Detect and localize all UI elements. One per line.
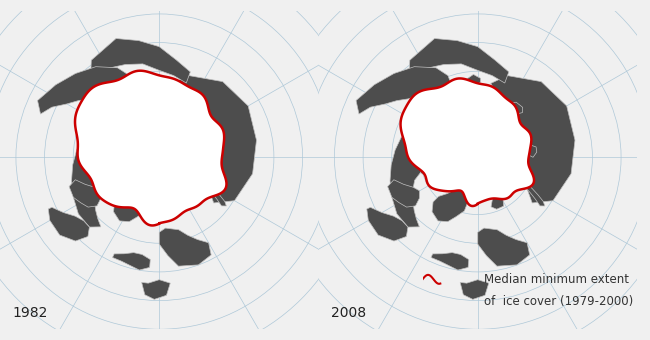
Polygon shape (367, 207, 408, 241)
Polygon shape (69, 180, 101, 207)
Polygon shape (188, 102, 204, 115)
Polygon shape (491, 75, 575, 203)
Polygon shape (148, 74, 162, 87)
Polygon shape (467, 74, 480, 87)
Polygon shape (513, 145, 529, 157)
Polygon shape (38, 67, 135, 114)
Text: Median minimum extent: Median minimum extent (484, 273, 629, 286)
Polygon shape (102, 162, 133, 177)
Polygon shape (142, 280, 170, 299)
Polygon shape (72, 137, 112, 227)
Polygon shape (410, 38, 509, 83)
Polygon shape (91, 38, 190, 83)
Polygon shape (75, 71, 226, 225)
Polygon shape (112, 253, 150, 270)
Polygon shape (159, 228, 211, 266)
Polygon shape (400, 79, 534, 206)
Polygon shape (48, 207, 90, 241)
Polygon shape (431, 253, 469, 270)
Text: of  ice cover (1979-2000): of ice cover (1979-2000) (484, 295, 634, 308)
Polygon shape (356, 67, 454, 114)
Polygon shape (172, 75, 257, 203)
Polygon shape (206, 144, 218, 157)
Polygon shape (460, 280, 489, 299)
Polygon shape (478, 228, 530, 266)
Polygon shape (183, 175, 194, 188)
Polygon shape (491, 191, 504, 209)
Polygon shape (203, 183, 226, 206)
Polygon shape (522, 183, 545, 206)
Polygon shape (172, 191, 185, 209)
Polygon shape (390, 137, 430, 227)
Polygon shape (501, 175, 512, 188)
Polygon shape (387, 180, 420, 207)
Text: 2008: 2008 (332, 306, 367, 320)
Text: 1982: 1982 (13, 306, 48, 320)
Polygon shape (507, 102, 523, 115)
Polygon shape (525, 144, 537, 157)
Polygon shape (194, 145, 211, 157)
Polygon shape (114, 179, 150, 222)
Polygon shape (421, 162, 452, 177)
Polygon shape (432, 179, 469, 222)
